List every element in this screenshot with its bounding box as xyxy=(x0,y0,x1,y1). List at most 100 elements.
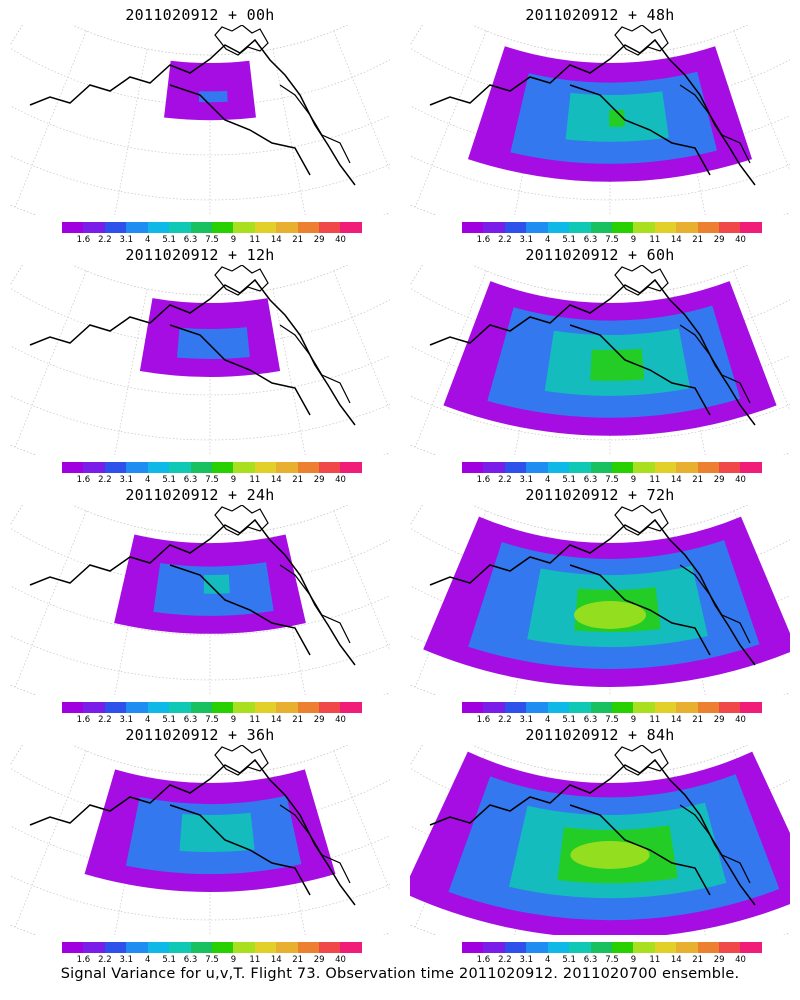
colorbar-label: 21 xyxy=(692,475,704,485)
panel-title: 2011020912 + 36h xyxy=(125,726,275,744)
colorbar-label: 6.3 xyxy=(583,715,598,725)
colorbar-segment xyxy=(62,942,84,953)
colorbar-segment xyxy=(211,702,234,713)
colorbar-label: 1.6 xyxy=(76,475,91,485)
colorbar-label: 2.2 xyxy=(498,475,512,485)
colorbar-segment xyxy=(462,222,484,233)
colorbar-label: 21 xyxy=(292,715,304,725)
colorbar-segment xyxy=(676,222,698,233)
colorbar-segment xyxy=(319,222,341,233)
colorbar-label: 14 xyxy=(270,955,282,965)
map-boundary xyxy=(10,25,390,215)
colorbar-segment xyxy=(297,462,320,473)
colorbar-label: 2.2 xyxy=(98,475,112,485)
colorbar-segment xyxy=(697,702,720,713)
map-panel-60h: 2011020912 + 60h 1.6 2.2 3.1 4 5.1 6.3 7.5 9 11 1… xyxy=(400,240,800,485)
panel-title: 2011020912 + 24h xyxy=(125,486,275,504)
colorbar-segment xyxy=(719,222,741,233)
colorbar-label: 21 xyxy=(692,715,704,725)
map-boundary xyxy=(10,745,390,935)
map-panel-48h: 2011020912 + 48h 1.6 2.2 3.1 4 5.1 6.3 7.5 9 11 1… xyxy=(400,0,800,245)
colorbar-segment xyxy=(697,942,720,953)
colorbar-label: 5.1 xyxy=(162,235,176,245)
colorbar-label: 9 xyxy=(230,715,237,725)
variance-field xyxy=(198,90,228,103)
colorbar-label: 29 xyxy=(313,955,325,965)
colorbar-label: 2.2 xyxy=(98,235,112,245)
meridian-line xyxy=(14,750,87,928)
map-plot xyxy=(10,745,390,935)
meridian-line xyxy=(733,270,790,412)
colorbar-labels: 1.6 2.2 3.1 4 5.1 6.3 7.5 9 11 14 21 29 40 xyxy=(62,955,362,967)
colorbar-segment xyxy=(590,222,612,233)
colorbar-segment xyxy=(504,222,527,233)
colorbar-segment xyxy=(147,942,170,953)
colorbar-segment xyxy=(483,702,505,713)
colorbar-segment xyxy=(233,702,255,713)
panel-title: 2011020912 + 84h xyxy=(525,726,675,744)
colorbar-label: 29 xyxy=(713,475,725,485)
colorbar-label: 7.5 xyxy=(605,475,619,485)
colorbar-label: 11 xyxy=(649,955,661,965)
colorbar-label: 14 xyxy=(670,475,682,485)
colorbar-segment xyxy=(211,462,234,473)
colorbar-label: 40 xyxy=(735,715,746,725)
colorbar-segment xyxy=(654,462,677,473)
map-plot xyxy=(10,505,390,695)
panel-title: 2011020912 + 72h xyxy=(525,486,675,504)
map-boundary xyxy=(410,745,790,935)
colorbar-label: 7.5 xyxy=(205,475,219,485)
colorbar-segment xyxy=(654,942,677,953)
colorbar-label: 9 xyxy=(230,235,237,245)
colorbar-segment xyxy=(676,942,698,953)
colorbar-segment xyxy=(654,702,677,713)
map-panel-00h: 2011020912 + 00h 1.6 2.2 3.1 4 5.1 6.3 7.5 9 11 1… xyxy=(0,0,400,245)
colorbar-label: 11 xyxy=(649,475,661,485)
colorbar-label: 3.1 xyxy=(519,475,534,485)
colorbar-label: 1.6 xyxy=(476,955,491,965)
colorbar-label: 2.2 xyxy=(498,235,512,245)
coastline xyxy=(169,324,311,416)
colorbar-segment xyxy=(83,942,105,953)
map-panel-36h: 2011020912 + 36h 1.6 2.2 3.1 4 5.1 6.3 7.5 9 11 1… xyxy=(0,720,400,965)
colorbar-segment xyxy=(104,942,127,953)
meridian-line xyxy=(333,270,390,412)
colorbar-label: 5.1 xyxy=(562,955,576,965)
colorbar-segment xyxy=(319,462,341,473)
colorbar-segment xyxy=(169,462,191,473)
colorbar-segment xyxy=(254,462,277,473)
colorbar-label: 1.6 xyxy=(476,475,491,485)
meridian-line xyxy=(114,48,148,215)
variance-field xyxy=(203,574,230,594)
colorbar-label: 4 xyxy=(544,475,551,485)
coastline xyxy=(569,84,711,176)
colorbar-segment xyxy=(590,462,612,473)
colorbar-label: 40 xyxy=(335,235,346,245)
coastline xyxy=(679,84,751,164)
colorbar-segment xyxy=(126,222,148,233)
colorbar-label: 21 xyxy=(292,475,304,485)
colorbar-label: 21 xyxy=(692,955,704,965)
colorbar-label: 3.1 xyxy=(119,715,134,725)
colorbar-label: 9 xyxy=(630,475,637,485)
colorbar-segment xyxy=(62,462,84,473)
colorbar-label: 2.2 xyxy=(98,715,112,725)
colorbar-segment xyxy=(319,942,341,953)
variance-maximum xyxy=(570,841,650,869)
coastline xyxy=(169,564,311,656)
colorbar-label: 3.1 xyxy=(119,475,134,485)
colorbar-segment xyxy=(526,462,548,473)
colorbar-label: 7.5 xyxy=(205,235,219,245)
colorbar-segment xyxy=(62,222,84,233)
colorbar-label: 11 xyxy=(649,235,661,245)
colorbar-segment xyxy=(740,462,762,473)
colorbar-segment xyxy=(83,702,105,713)
colorbar-label: 3.1 xyxy=(119,235,134,245)
colorbar-segment xyxy=(297,702,320,713)
colorbar-segment xyxy=(462,702,484,713)
colorbar-label: 11 xyxy=(249,475,261,485)
colorbar-label: 7.5 xyxy=(605,955,619,965)
colorbar-segment xyxy=(169,942,191,953)
map-panel-24h: 2011020912 + 24h 1.6 2.2 3.1 4 5.1 6.3 7.5 9 11 1… xyxy=(0,480,400,725)
colorbar xyxy=(462,702,762,713)
